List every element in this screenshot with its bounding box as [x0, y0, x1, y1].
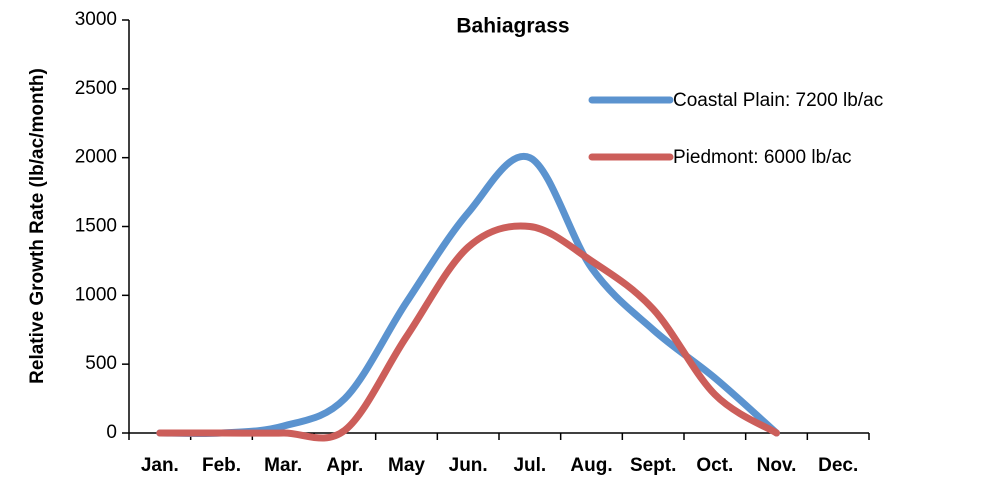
x-tick-label: Nov.	[757, 455, 797, 476]
y-tick-label: 2500	[75, 78, 117, 99]
x-tick-label: Mar.	[264, 455, 302, 476]
y-tick-label: 500	[85, 353, 117, 374]
x-tick-label: Oct.	[696, 455, 733, 476]
x-tick-label: Jun.	[449, 455, 488, 476]
x-tick-label: Jan.	[141, 455, 179, 476]
y-tick-label: 1500	[75, 216, 117, 237]
legend-label: Piedmont: 6000 lb/ac	[673, 147, 852, 168]
y-tick-label: 1000	[75, 284, 117, 305]
x-tick-label: Feb.	[202, 455, 241, 476]
series-line	[156, 152, 780, 438]
x-tick-label: Jul.	[513, 455, 546, 476]
x-tick-label: Aug.	[570, 455, 612, 476]
x-tick-label: Sept.	[630, 455, 676, 476]
y-axis-label: Relative Growth Rate (lb/ac/month)	[27, 68, 48, 384]
y-tick-label: 0	[106, 422, 117, 443]
y-tick-label: 2000	[75, 147, 117, 168]
x-tick-label: May	[388, 455, 425, 476]
y-tick-label: 3000	[75, 9, 117, 30]
x-tick-label: Dec.	[818, 455, 858, 476]
x-tick-label: Apr.	[326, 455, 363, 476]
chart-title: Bahiagrass	[456, 15, 569, 38]
series-line	[156, 222, 780, 442]
legend-label: Coastal Plain: 7200 lb/ac	[673, 90, 883, 111]
